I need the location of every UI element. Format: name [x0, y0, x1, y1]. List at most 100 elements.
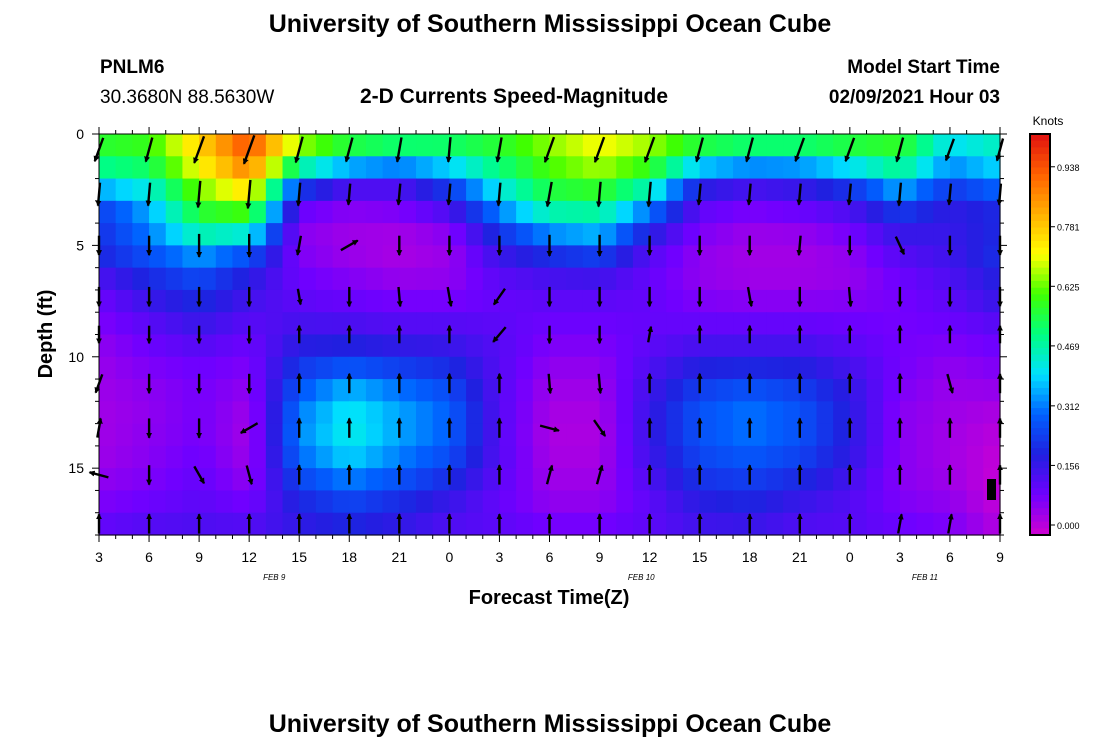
- heatmap-cell: [949, 356, 968, 380]
- heatmap-cell: [199, 512, 217, 536]
- heatmap-cell: [849, 245, 868, 269]
- heatmap-cell: [933, 156, 951, 180]
- heatmap-cell: [649, 334, 667, 358]
- heatmap-cell: [399, 178, 417, 202]
- x-tick-label: 6: [946, 549, 954, 565]
- heatmap-cell: [432, 356, 450, 380]
- heatmap-cell: [249, 289, 267, 313]
- heatmap-cell: [265, 356, 284, 380]
- heatmap-cell: [766, 289, 784, 313]
- heatmap-cell: [466, 468, 484, 492]
- current-vector: [844, 137, 856, 163]
- heatmap-cell: [549, 512, 567, 536]
- heatmap-cell: [399, 289, 417, 313]
- heatmap-cell: [249, 445, 267, 469]
- heatmap-cell: [849, 356, 868, 380]
- heatmap-cell: [265, 423, 284, 447]
- heatmap-cell: [949, 223, 968, 246]
- current-vector: [193, 465, 206, 485]
- heatmap-cell: [682, 134, 701, 157]
- heatmap-cell: [199, 289, 217, 313]
- heatmap-cell: [532, 178, 551, 202]
- y-axis: 0 5 10 15: [68, 126, 1007, 536]
- heatmap-cell: [382, 289, 400, 313]
- heatmap-cell: [199, 423, 217, 447]
- colorbar-swatch: [1030, 260, 1050, 269]
- heatmap-cell: [149, 379, 167, 402]
- heatmap-cell: [682, 356, 701, 380]
- heatmap-cell: [449, 512, 467, 536]
- colorbar-swatch: [1030, 414, 1050, 422]
- heatmap-cell: [632, 401, 651, 425]
- heatmap-cell: [833, 445, 851, 469]
- heatmap-cell: [899, 134, 918, 157]
- colorbar-swatch: [1030, 528, 1050, 536]
- heatmap-cell: [582, 423, 601, 447]
- heatmap-cell: [966, 379, 984, 402]
- heatmap-cell: [733, 200, 751, 224]
- heatmap-cell: [833, 289, 851, 313]
- heatmap-cell: [682, 223, 701, 246]
- heatmap-cell: [499, 379, 517, 402]
- heatmap-cell: [516, 401, 534, 425]
- heatmap-cell: [632, 312, 651, 336]
- heatmap-cell: [649, 468, 667, 492]
- colorbar-swatch: [1030, 240, 1050, 249]
- heatmap-cell: [833, 401, 851, 425]
- heatmap-cell: [532, 267, 551, 291]
- heatmap-cell: [432, 178, 450, 202]
- heatmap-cell: [482, 512, 501, 536]
- colorbar-swatch: [1030, 514, 1050, 523]
- current-vector: [396, 286, 403, 308]
- heatmap-cell: [265, 245, 284, 269]
- current-vector: [193, 135, 206, 164]
- heatmap-cell: [849, 156, 868, 180]
- heatmap-cell: [249, 423, 267, 447]
- heatmap-cell: [499, 178, 517, 202]
- heatmap-cell: [749, 379, 768, 402]
- heatmap-cell: [799, 445, 818, 469]
- heatmap-cell: [215, 512, 234, 536]
- heatmap-cell: [349, 334, 367, 358]
- heatmap-cell: [315, 267, 334, 291]
- heatmap-cell: [149, 423, 167, 447]
- heatmap-cell: [349, 156, 367, 180]
- colorbar-swatch: [1030, 134, 1050, 142]
- heatmap-cell: [315, 289, 334, 313]
- heatmap-cell: [199, 245, 217, 269]
- heatmap-cell: [833, 245, 851, 269]
- heatmap-cell: [299, 445, 317, 469]
- heatmap-cell: [833, 200, 851, 224]
- heatmap-cell: [165, 356, 184, 380]
- heatmap-cell: [933, 445, 951, 469]
- heatmap-cell: [99, 356, 117, 380]
- colorbar-swatch: [1030, 508, 1050, 516]
- heatmap-cell: [849, 267, 868, 291]
- heatmap-cell: [933, 178, 951, 202]
- colorbar-swatch: [1030, 374, 1050, 382]
- heatmap-cell: [966, 445, 984, 469]
- heatmap-cell: [682, 468, 701, 492]
- heatmap-cell: [949, 490, 968, 514]
- heatmap-cell: [249, 401, 267, 425]
- heatmap-cell: [749, 312, 768, 336]
- heatmap-cell: [265, 289, 284, 313]
- heatmap-cell: [699, 200, 717, 224]
- heatmap-cell: [532, 312, 551, 336]
- heatmap-cell: [149, 356, 167, 380]
- heatmap-cell: [766, 223, 784, 246]
- heatmap-cell: [115, 312, 133, 336]
- current-vector: [846, 183, 853, 206]
- colorbar-tick-label: 0.625: [1057, 282, 1080, 292]
- heatmap-cell: [199, 223, 217, 246]
- heatmap-cell: [549, 490, 567, 514]
- heatmap-cell: [582, 512, 601, 536]
- heatmap-cell: [983, 223, 1001, 246]
- heatmap-cell: [299, 423, 317, 447]
- heatmap-cell: [265, 401, 284, 425]
- heatmap-cell: [632, 156, 651, 180]
- heatmap-cell: [265, 134, 284, 157]
- heatmap-cell: [749, 356, 768, 380]
- heatmap-cell: [849, 178, 868, 202]
- heatmap-cell: [199, 200, 217, 224]
